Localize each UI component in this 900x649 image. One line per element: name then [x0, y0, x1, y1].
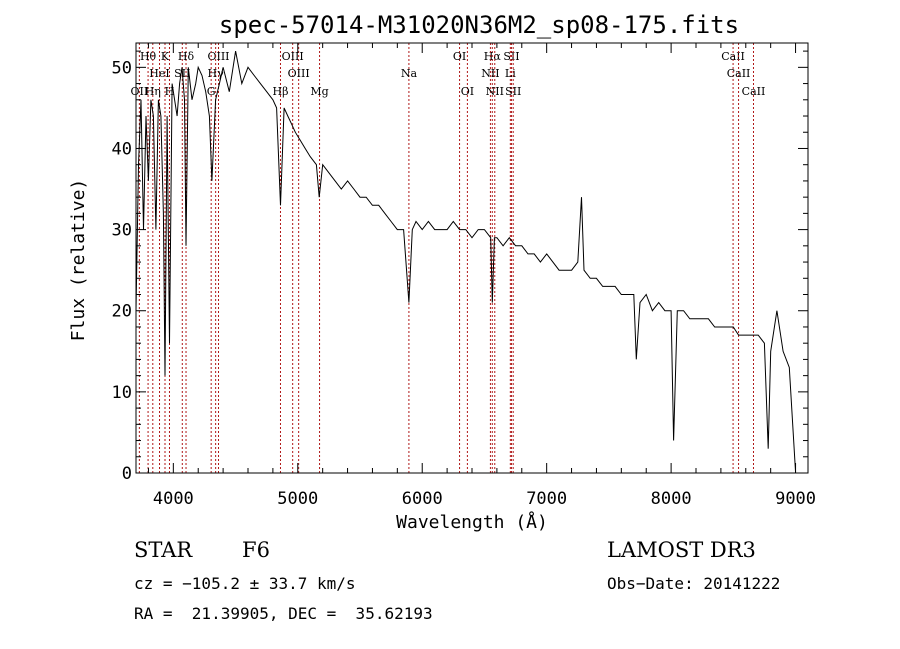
object-type: STAR: [134, 538, 193, 562]
marker-label-8: CaII: [721, 50, 745, 63]
marker-label-5: OI: [453, 50, 466, 63]
plot-frame: [135, 42, 809, 474]
marker-label-13: Na: [401, 67, 418, 80]
marker-label-9: HeI: [149, 67, 169, 80]
y-tick-label-20: 20: [112, 302, 132, 322]
marker-label-14: NII: [481, 67, 499, 80]
marker-label-25: SII: [505, 85, 521, 98]
marker-label-11: Hγ: [208, 67, 225, 80]
x-tick-label-9000: 9000: [775, 489, 816, 509]
chart-title: spec-57014-M31020N36M2_sp08-175.fits: [219, 11, 739, 39]
survey-name: LAMOST DR3: [607, 538, 756, 562]
y-axis-label: Flux (relative): [68, 179, 89, 342]
y-tick-label-30: 30: [112, 221, 132, 241]
marker-label-17: OII: [131, 85, 149, 98]
axis-ticks: 4000 5000 6000 7000 8000 9000 0 10 20 30 40 50: [112, 43, 816, 509]
x-tick-label-7000: 7000: [526, 489, 567, 509]
marker-label-1: K: [161, 50, 170, 63]
marker-label-22: Mg: [310, 85, 328, 98]
y-tick-label-40: 40: [112, 139, 132, 159]
y-tick-label-50: 50: [112, 58, 132, 78]
marker-label-7: SII: [503, 50, 519, 63]
coordinates: RA = 21.39905, DEC = 35.62193: [134, 604, 433, 623]
marker-label-4: OIII: [282, 50, 304, 63]
x-tick-label-4000: 4000: [153, 489, 194, 509]
marker-label-24: NII: [486, 85, 504, 98]
marker-label-21: Hβ: [273, 85, 289, 98]
marker-label-6: Hα: [484, 50, 502, 63]
marker-label-16: CaII: [727, 67, 751, 80]
marker-label-12: OIII: [288, 67, 310, 80]
marker-label-20: G: [207, 85, 216, 98]
x-tick-label-8000: 8000: [651, 489, 692, 509]
subclass: F6: [242, 538, 270, 562]
marker-label-23: OI: [461, 85, 474, 98]
marker-label-0: Hθ: [140, 50, 157, 63]
marker-label-15: Li: [505, 67, 516, 80]
y-tick-label-0: 0: [122, 464, 132, 484]
marker-label-19: H: [165, 85, 175, 98]
marker-label-26: CaII: [742, 85, 766, 98]
y-tick-label-10: 10: [112, 383, 132, 403]
x-tick-label-6000: 6000: [402, 489, 443, 509]
marker-label-2: Hδ: [178, 50, 195, 63]
marker-label-18: Hη: [145, 85, 161, 98]
marker-label-3: OIII: [207, 50, 229, 63]
x-tick-label-5000: 5000: [277, 489, 318, 509]
obs-date: Obs−Date: 20141222: [607, 574, 781, 593]
redshift-cz: cz = −105.2 ± 33.7 km/s: [134, 574, 356, 593]
spectrum-line: [135, 51, 797, 474]
x-axis-label: Wavelength (Å): [396, 511, 548, 533]
